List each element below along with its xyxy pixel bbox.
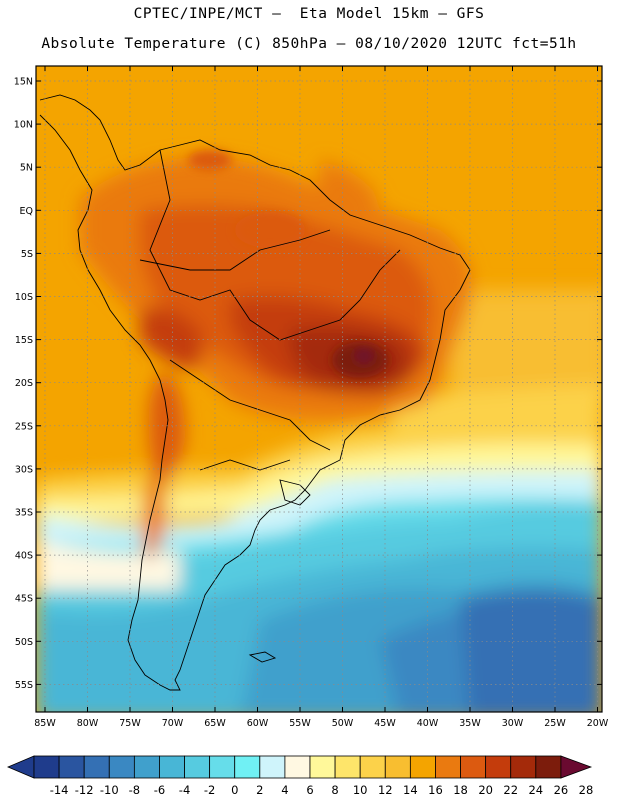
lat-tick-label: 10S — [15, 292, 33, 303]
lat-tick-label: 55S — [15, 680, 33, 691]
latitude-axis: 15N 10N 5N EQ 5S 10S 15S 20S 25S 30S 35S 40S 45S 50S 5… — [14, 77, 602, 691]
colorbar-swatch — [184, 755, 211, 779]
colorbar-swatch — [510, 755, 537, 779]
colorbar-swatch — [284, 755, 311, 779]
lat-tick-label: 35S — [15, 508, 33, 519]
colorbar-label: -12 — [75, 783, 94, 797]
colorbar-swatch — [435, 755, 461, 779]
colorbar-swatch — [485, 755, 512, 779]
lon-tick-label: 20W — [587, 718, 609, 729]
colorbar-swatch — [309, 755, 336, 779]
lat-tick-label: 30S — [15, 464, 33, 475]
temperature-field — [36, 66, 602, 712]
colorbar: -14 -12 -10 -8 -6 -4 -2 0 2 4 6 8 10 12 14 16 18 20 22 24 26… — [6, 755, 594, 797]
header-line-2: Absolute Temperature (C) 850hPa – 08/10/… — [41, 36, 577, 52]
colorbar-swatch — [460, 755, 487, 779]
colorbar-label: 6 — [306, 783, 313, 797]
lat-tick-label: 15N — [14, 77, 33, 88]
lat-tick-label: 50S — [15, 637, 33, 648]
colorbar-swatch — [359, 755, 386, 779]
colorbar-swatch — [58, 755, 85, 779]
colorbar-label: 28 — [579, 783, 594, 797]
lon-tick-label: 50W — [332, 718, 354, 729]
colorbar-label: 14 — [403, 783, 418, 797]
colorbar-label: -4 — [179, 783, 190, 797]
colorbar-swatch — [409, 755, 436, 779]
lon-tick-label: 40W — [417, 718, 439, 729]
colorbar-swatch — [259, 755, 286, 779]
colorbar-label: 16 — [428, 783, 443, 797]
colorbar-label: 26 — [554, 783, 569, 797]
lat-tick-label: 40S — [15, 551, 33, 562]
lon-tick-label: 35W — [459, 718, 481, 729]
colorbar-swatch — [133, 755, 160, 779]
lon-tick-label: 30W — [502, 718, 524, 729]
lon-tick-label: 55W — [289, 718, 311, 729]
lon-tick-label: 80W — [77, 718, 99, 729]
lat-tick-label: EQ — [20, 206, 33, 217]
lat-tick-label: 45S — [15, 594, 33, 605]
colorbar-swatch — [159, 755, 185, 779]
colorbar-label: 4 — [281, 783, 288, 797]
colorbar-arrow-high — [560, 755, 593, 779]
colorbar-swatch — [108, 755, 135, 779]
lon-tick-label: 45W — [374, 718, 396, 729]
colorbar-label: -8 — [129, 783, 140, 797]
colorbar-label: 0 — [231, 783, 238, 797]
colorbar-label: 10 — [353, 783, 368, 797]
colorbar-swatch — [334, 755, 361, 779]
lat-tick-label: 20S — [15, 378, 33, 389]
colorbar-swatch — [209, 755, 236, 779]
lat-tick-label: 15S — [15, 335, 33, 346]
lat-tick-label: 5S — [21, 249, 33, 260]
lon-tick-label: 65W — [204, 718, 226, 729]
colorbar-swatch — [83, 755, 110, 779]
lon-tick-label: 85W — [34, 718, 56, 729]
coastline — [39, 94, 471, 691]
colorbar-label: -2 — [204, 783, 215, 797]
colorbar-label: 20 — [478, 783, 493, 797]
lat-tick-label: 25S — [15, 421, 33, 432]
lon-tick-label: 70W — [162, 718, 184, 729]
colorbar-label: -10 — [100, 783, 119, 797]
header-line-1: CPTEC/INPE/MCT – Eta Model 15km – GFS — [133, 6, 485, 22]
colorbar-label: -6 — [154, 783, 165, 797]
colorbar-label: -14 — [50, 783, 69, 797]
colorbar-swatch — [234, 755, 261, 779]
longitude-axis: 85W 80W 75W 70W 65W 60W 55W 50W 45W 40W 35W 30W 25W 2… — [34, 66, 609, 729]
colorbar-label: 2 — [256, 783, 263, 797]
lon-tick-label: 25W — [544, 718, 566, 729]
colorbar-label: 18 — [453, 783, 468, 797]
colorbar-swatch — [33, 755, 60, 779]
lon-tick-label: 60W — [247, 718, 269, 729]
colorbar-label: 22 — [503, 783, 518, 797]
colorbar-label: 24 — [528, 783, 543, 797]
colorbar-swatch — [535, 755, 562, 779]
lat-tick-label: 10N — [14, 120, 33, 131]
colorbar-swatch — [384, 755, 411, 779]
lat-tick-label: 5N — [20, 163, 33, 174]
colorbar-label: 8 — [331, 783, 338, 797]
map-frame — [35, 65, 603, 713]
lon-tick-label: 75W — [119, 718, 141, 729]
colorbar-arrow-low — [6, 755, 35, 779]
colorbar-label: 12 — [378, 783, 393, 797]
